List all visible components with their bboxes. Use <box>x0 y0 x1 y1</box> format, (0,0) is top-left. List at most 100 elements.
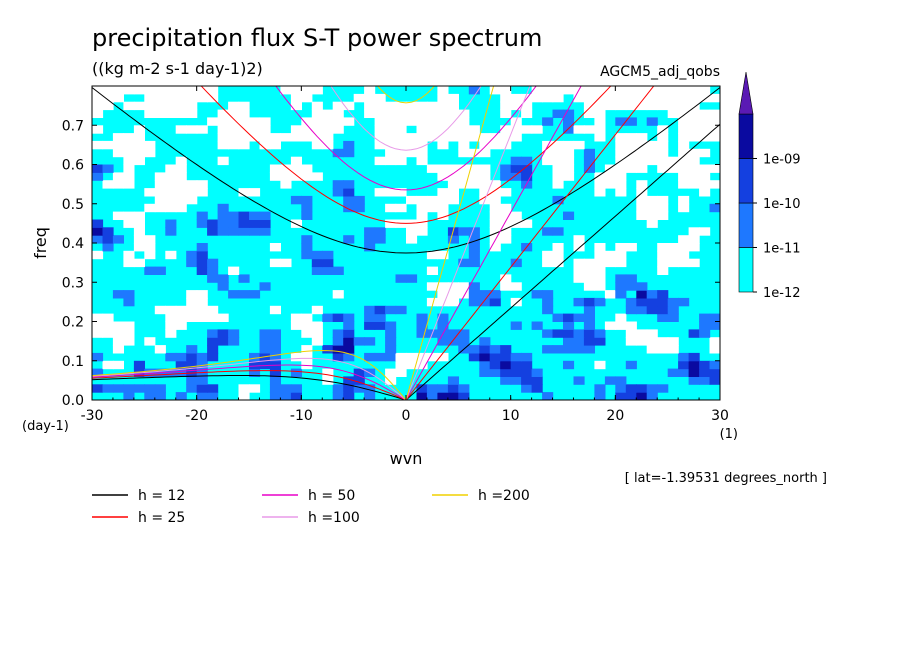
heatmap-cell <box>364 93 376 103</box>
heatmap-cell <box>322 258 334 268</box>
heatmap-cell <box>636 93 648 103</box>
heatmap-cell <box>343 384 355 393</box>
heatmap-cell <box>165 250 177 260</box>
heatmap-cell <box>207 266 219 275</box>
heatmap-cell <box>207 258 219 268</box>
heatmap-cell <box>249 352 261 362</box>
heatmap-cell <box>447 282 459 291</box>
heatmap-cell <box>615 164 627 173</box>
heatmap-cell <box>112 329 124 338</box>
heatmap-cell <box>364 86 376 95</box>
heatmap-cell <box>186 93 198 103</box>
heatmap-cell <box>688 180 700 189</box>
heatmap-cell <box>615 133 627 142</box>
rossby-curve-200 <box>92 349 407 400</box>
heatmap-cell <box>207 329 219 338</box>
heatmap-cell <box>186 86 198 95</box>
heatmap-cell <box>406 109 418 118</box>
heatmap-cell <box>165 164 177 173</box>
heatmap-cell <box>458 282 470 291</box>
heatmap-cell <box>416 360 428 370</box>
heatmap-cell <box>636 337 648 346</box>
heatmap-cell <box>385 305 397 315</box>
gravity-curve-200 <box>377 86 435 104</box>
heatmap-cell <box>196 86 208 95</box>
heatmap-cell <box>437 93 449 103</box>
gravity-curve-12 <box>92 87 720 254</box>
heatmap-cell <box>196 93 208 103</box>
heatmap-cell <box>364 337 376 346</box>
heatmap-cell <box>458 117 470 126</box>
heatmap-cell <box>269 345 281 354</box>
heatmap-cell <box>657 290 669 299</box>
heatmap-cell <box>678 156 690 166</box>
heatmap-cell <box>186 384 198 393</box>
heatmap-cell <box>217 337 229 346</box>
heatmap-cell <box>301 164 313 173</box>
heatmap-cell <box>688 368 700 377</box>
heatmap-cell <box>500 219 512 228</box>
heatmap-cell <box>196 125 208 134</box>
heatmap-cell <box>678 243 690 252</box>
heatmap-cell <box>301 360 313 370</box>
heatmap-cell <box>678 101 690 111</box>
heatmap-cell <box>311 258 323 268</box>
heatmap-cell <box>133 227 145 236</box>
colorbar: 1e-12 1e-11 1e-10 1e-09 <box>738 71 801 301</box>
heatmap-cell <box>154 93 166 103</box>
heatmap-cell <box>437 313 449 322</box>
heatmap-cell <box>688 86 700 95</box>
y-axis: 0.0 0.1 0.2 0.3 0.4 0.5 0.6 0.7 <box>62 118 720 409</box>
heatmap-cell <box>395 368 407 377</box>
heatmap-cell <box>311 117 323 126</box>
heatmap-cell <box>583 164 595 173</box>
heatmap-cell <box>437 117 449 126</box>
heatmap-cell <box>447 188 459 197</box>
heatmap-cell <box>563 211 575 220</box>
heatmap-cell <box>207 352 219 362</box>
heatmap-cell <box>500 368 512 377</box>
heatmap-cell <box>458 392 470 400</box>
heatmap-cell <box>426 266 438 275</box>
heatmap-cell <box>196 297 208 307</box>
heatmap-cell <box>112 86 124 95</box>
heatmap-cell <box>269 164 281 173</box>
heatmap-cell <box>165 329 177 338</box>
heatmap-cell <box>531 368 543 377</box>
heatmap-cell <box>395 274 407 283</box>
heatmap-cell <box>301 195 313 205</box>
heatmap-cell <box>165 172 177 181</box>
heatmap-cell <box>102 93 114 103</box>
heatmap-cell <box>636 133 648 142</box>
heatmap-cell <box>175 203 187 213</box>
heatmap-cell <box>196 313 208 322</box>
heatmap-cell <box>500 282 512 291</box>
heatmap-cell <box>447 297 459 307</box>
heatmap-cell <box>699 329 711 338</box>
heatmap-cell <box>573 337 585 346</box>
heatmap-cell <box>615 101 627 111</box>
heatmap-cell <box>510 93 522 103</box>
heatmap-cell <box>657 345 669 354</box>
heatmap-cell <box>625 133 637 142</box>
heatmap-cell <box>657 195 669 205</box>
heatmap-cell <box>563 86 575 95</box>
heatmap-cell <box>688 172 700 181</box>
heatmap-cell <box>322 368 334 377</box>
heatmap-cell <box>165 227 177 236</box>
heatmap-cell <box>646 345 658 354</box>
heatmap-cell <box>165 93 177 103</box>
heatmap-cell <box>500 274 512 283</box>
heatmap-cell <box>563 109 575 118</box>
heatmap-cell <box>395 148 407 158</box>
heatmap-cell <box>615 172 627 181</box>
heatmap-cell <box>311 101 323 111</box>
heatmap-cell <box>144 235 156 244</box>
heatmap-cell <box>625 156 637 166</box>
heatmap-cell <box>699 321 711 330</box>
chart-subtitle: ((kg m-2 s-1 day-1)2) <box>92 59 263 78</box>
heatmap-cell <box>678 235 690 244</box>
heatmap-cell <box>416 219 428 228</box>
heatmap-cell <box>594 133 606 142</box>
heatmap-cell <box>133 211 145 220</box>
